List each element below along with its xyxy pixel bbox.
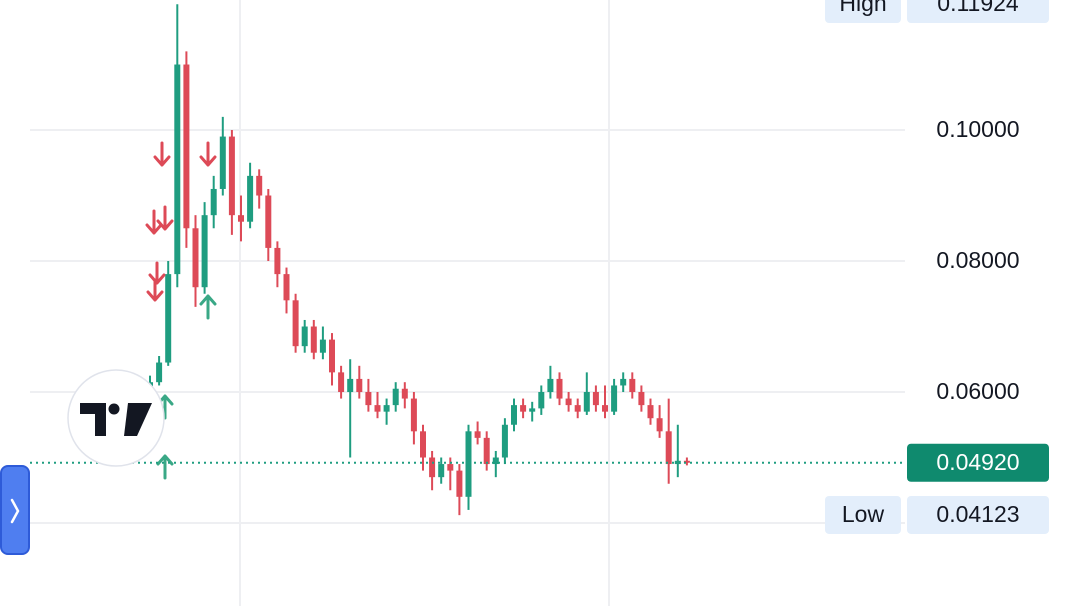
y-tick-label: 0.10000	[936, 116, 1019, 142]
sell-arrow	[156, 205, 174, 231]
candle-body	[420, 431, 426, 458]
candle-body	[683, 460, 690, 463]
candle-body	[247, 175, 254, 222]
candle-body	[228, 136, 235, 216]
candle-body	[456, 470, 463, 497]
candle-body	[256, 175, 263, 196]
candle-body	[638, 392, 645, 406]
candle-body	[392, 388, 399, 406]
candle-body	[438, 464, 445, 478]
y-tick-label: 0.06000	[936, 378, 1019, 404]
candle-body	[547, 378, 554, 393]
low-marker-value-badge	[907, 495, 1049, 534]
sell-arrow	[146, 278, 164, 302]
candle-body	[174, 64, 181, 275]
high-marker-name: High	[839, 0, 886, 16]
candle-body	[574, 405, 581, 412]
candle-body	[611, 385, 618, 412]
candle-body	[192, 228, 199, 288]
candle-body	[365, 392, 372, 406]
candle-body	[429, 457, 436, 478]
candle-body	[483, 437, 490, 465]
candle-body	[410, 398, 417, 432]
grid	[239, 0, 610, 606]
sell-arrow	[148, 261, 166, 285]
candle-body	[665, 431, 672, 465]
low-marker-name: Low	[842, 501, 885, 527]
candle-body	[447, 464, 454, 471]
high-marker-name-badge	[825, 0, 901, 23]
candles	[147, 4, 690, 516]
high-marker-value: 0.11924	[937, 0, 1019, 16]
candle-body	[165, 274, 172, 363]
high-marker-value-badge	[907, 0, 1049, 23]
low-marker-value: 0.04123	[936, 501, 1019, 527]
candle-body	[183, 64, 190, 229]
sell-arrow	[145, 209, 163, 235]
price-scale: 0.100000.080000.060000.040000.04920High0…	[30, 0, 1049, 535]
buy-arrow	[156, 454, 174, 480]
low-marker-name-badge	[825, 495, 901, 534]
candle-body	[629, 378, 636, 393]
candle-body	[656, 418, 663, 432]
last-price-label: 0.04920	[936, 449, 1019, 475]
side-panel-toggle[interactable]	[0, 465, 30, 555]
candle-body	[474, 431, 481, 438]
candle-body	[401, 388, 408, 399]
last-price-badge	[907, 443, 1049, 482]
candle-body	[556, 378, 563, 399]
candle-body	[238, 215, 244, 222]
candle-body	[501, 424, 508, 458]
signal-arrows	[145, 141, 217, 480]
candle-body	[647, 405, 654, 419]
candle-body	[529, 408, 536, 412]
candle-body	[265, 195, 272, 248]
candle-body	[602, 405, 608, 412]
candle-body	[492, 457, 499, 465]
tradingview-logo	[67, 369, 165, 467]
y-tick-label: 0.08000	[936, 247, 1019, 273]
candle-body	[219, 136, 226, 189]
candle-body	[583, 392, 590, 412]
candle-body	[511, 405, 517, 425]
candle-body	[347, 378, 354, 393]
candle-body	[383, 405, 390, 412]
candle-body	[210, 188, 217, 216]
candle-body	[156, 362, 163, 383]
candle-body	[338, 372, 345, 393]
candle-body	[374, 405, 381, 412]
buy-arrow	[199, 294, 217, 320]
candle-body	[674, 460, 681, 465]
candle-body	[201, 215, 208, 288]
candle-body	[538, 392, 545, 409]
candle-body	[356, 378, 363, 393]
candle-body	[565, 398, 572, 406]
candle-body	[520, 405, 527, 412]
candle-body	[319, 339, 326, 353]
candle-body	[465, 431, 472, 497]
candle-body	[301, 326, 308, 347]
candle-body	[292, 300, 299, 347]
candle-body	[592, 392, 599, 406]
candle-body	[274, 247, 281, 275]
sell-arrow	[153, 141, 171, 167]
candle-body	[310, 326, 317, 353]
candle-body	[283, 274, 290, 301]
candle-body	[329, 339, 335, 373]
candle-body	[620, 378, 627, 386]
sell-arrow	[199, 141, 217, 167]
